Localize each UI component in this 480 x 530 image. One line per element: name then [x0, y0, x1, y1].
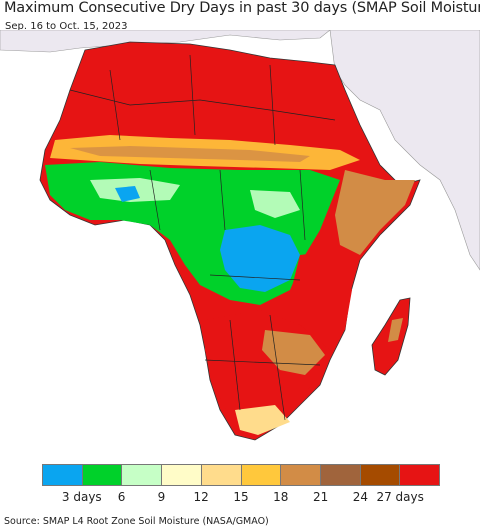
legend-swatch	[320, 464, 361, 486]
light-green-patches	[90, 178, 300, 218]
color-legend	[42, 464, 441, 486]
legend-tick-label: 24	[352, 490, 369, 504]
legend-tick-label: 6	[117, 490, 126, 504]
non-africa-north	[0, 30, 331, 53]
legend-swatch	[162, 464, 202, 486]
horn-dry	[335, 170, 415, 255]
legend-swatch	[82, 464, 123, 486]
legend-swatch	[400, 464, 441, 486]
legend-tick-label: 15	[233, 490, 249, 504]
madagascar-dry-patch	[388, 318, 403, 342]
source-credit: Source: SMAP L4 Root Zone Soil Moisture …	[4, 516, 269, 527]
congo-wet-core	[220, 225, 300, 292]
country-borders	[69, 54, 336, 421]
legend-tick-label: 12	[193, 490, 209, 504]
legend-swatch	[201, 464, 242, 486]
africa-map	[0, 30, 480, 460]
non-africa-region	[329, 30, 480, 271]
legend-tick-label: 9	[157, 490, 166, 504]
chart-title: Maximum Consecutive Dry Days in past 30 …	[4, 0, 480, 16]
sahel-inner	[70, 146, 310, 162]
legend-swatch	[281, 464, 321, 486]
southern-orange	[262, 330, 325, 375]
legend-tick-label: 21	[312, 490, 329, 504]
legend-tick-label: 3 days	[61, 490, 102, 504]
legend-swatch	[42, 464, 83, 486]
legend-swatch	[241, 464, 282, 486]
legend-swatch	[360, 464, 401, 486]
legend-tick-labels: 3 days 6 9 12 15 18 21 24 27 days	[0, 490, 480, 506]
legend-swatch	[122, 464, 163, 486]
southern-yellow	[235, 405, 290, 435]
wet-patch-west	[115, 186, 140, 202]
east-africa-dry	[290, 250, 352, 340]
legend-tick-label: 18	[273, 490, 289, 504]
date-range: Sep. 16 to Oct. 15, 2023	[5, 21, 128, 32]
legend-tick-label: 27 days	[376, 490, 424, 504]
